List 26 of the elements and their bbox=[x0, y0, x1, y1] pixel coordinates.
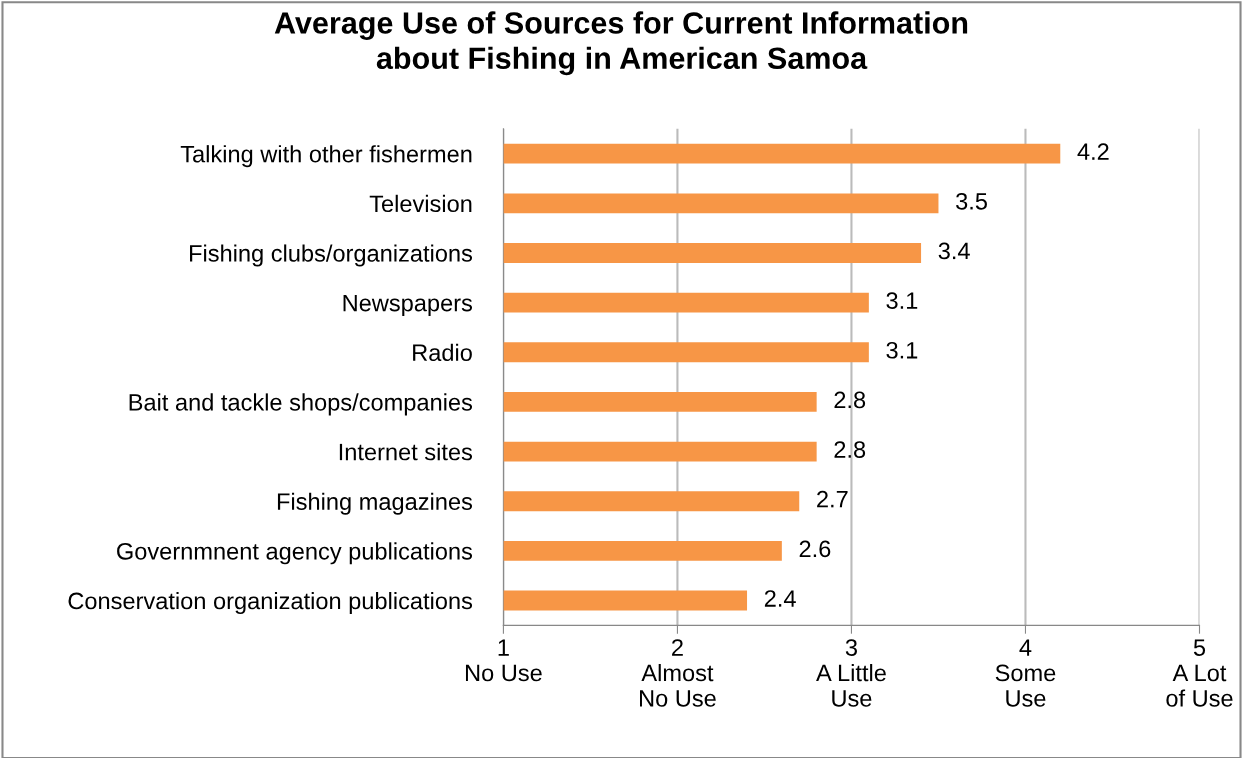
y-tick-label: Newspapers bbox=[343, 294, 473, 317]
y-tick-label: Radio bbox=[413, 343, 472, 362]
data-label: 3.1 bbox=[886, 341, 918, 359]
y-tick-label: Internet sites bbox=[339, 443, 473, 461]
x-tick-label: 1 No Use bbox=[465, 639, 542, 682]
y-tick-label: Conservation organization publications bbox=[68, 591, 473, 614]
y-tick-label: Governmnent agency publications bbox=[117, 542, 473, 565]
x-tick-label: 3 A Little Use bbox=[816, 639, 886, 707]
data-label: 3.5 bbox=[956, 192, 987, 210]
data-label: 3.4 bbox=[938, 242, 970, 260]
y-tick-label: Television bbox=[369, 194, 472, 213]
data-label: 2.4 bbox=[764, 590, 796, 607]
data-label: 2.8 bbox=[834, 391, 866, 409]
data-label: 2.8 bbox=[834, 441, 866, 458]
x-tick-label: 5 A Lot of Use bbox=[1166, 639, 1233, 707]
y-tick-label: Fishing magazines bbox=[277, 492, 473, 515]
y-tick-label: Bait and tackle shops/companies bbox=[129, 393, 473, 416]
y-tick-label: Fishing clubs/organizations bbox=[190, 244, 473, 267]
data-label: 2.6 bbox=[799, 540, 831, 558]
x-tick-label: 4 Some Use bbox=[995, 639, 1056, 707]
y-tick-label: Talking with other fishermen bbox=[180, 145, 472, 168]
data-label: 4.2 bbox=[1077, 143, 1109, 160]
data-label: 3.1 bbox=[886, 292, 918, 309]
chart-title: Average Use of Sources for Current Information about Fishing in American Samoa bbox=[274, 11, 968, 76]
data-label: 2.7 bbox=[817, 490, 848, 508]
x-tick-label: 2 Almost No Use bbox=[640, 639, 716, 707]
